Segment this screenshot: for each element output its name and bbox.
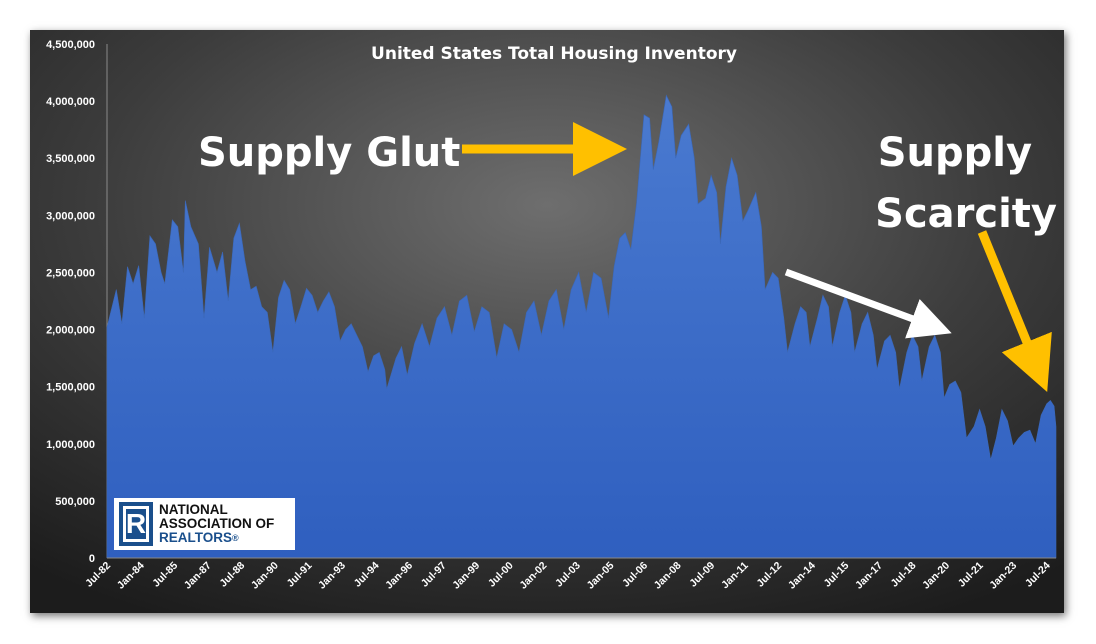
- annotation-supply-scarcity: Supply Scarcity: [875, 130, 1057, 393]
- chart-frame: United States Total Housing Inventory 0 5…: [30, 30, 1064, 613]
- annotation-supply-glut-text: Supply Glut: [198, 130, 460, 176]
- annotation-supply-glut: Supply Glut: [198, 122, 627, 176]
- chart-svg: United States Total Housing Inventory 0 5…: [30, 30, 1064, 613]
- logo-text: NATIONAL ASSOCIATION OF REALTORS®: [159, 503, 274, 545]
- y-tick-label: 2,000,000: [46, 325, 95, 337]
- declining-trend-arrow: [784, 268, 952, 339]
- inventory-area: [106, 94, 1057, 559]
- y-tick-label: 1,500,000: [46, 382, 95, 394]
- supply-scarcity-arrow: [977, 230, 1052, 393]
- logo-line-1: NATIONAL: [159, 502, 228, 517]
- logo-line-2: ASSOCIATION OF: [159, 516, 275, 531]
- annotation-supply-scarcity-text: Supply Scarcity: [875, 130, 1057, 237]
- plot-area: [106, 94, 1057, 559]
- y-tick-label: 4,500,000: [46, 39, 95, 51]
- y-tick-label: 500,000: [55, 496, 95, 508]
- realtor-r-logo-icon: R: [119, 502, 153, 546]
- y-tick-label: 4,000,000: [46, 96, 95, 108]
- y-tick-label: 2,500,000: [46, 267, 95, 279]
- chart-title: United States Total Housing Inventory: [371, 44, 737, 64]
- nar-logo: R NATIONAL ASSOCIATION OF REALTORS®: [114, 498, 295, 550]
- y-tick-label: 0: [89, 553, 95, 565]
- y-tick-label: 1,000,000: [46, 439, 95, 451]
- y-tick-label: 3,000,000: [46, 210, 95, 222]
- logo-line-3: REALTORS®: [159, 530, 239, 545]
- y-tick-label: 3,500,000: [46, 153, 95, 165]
